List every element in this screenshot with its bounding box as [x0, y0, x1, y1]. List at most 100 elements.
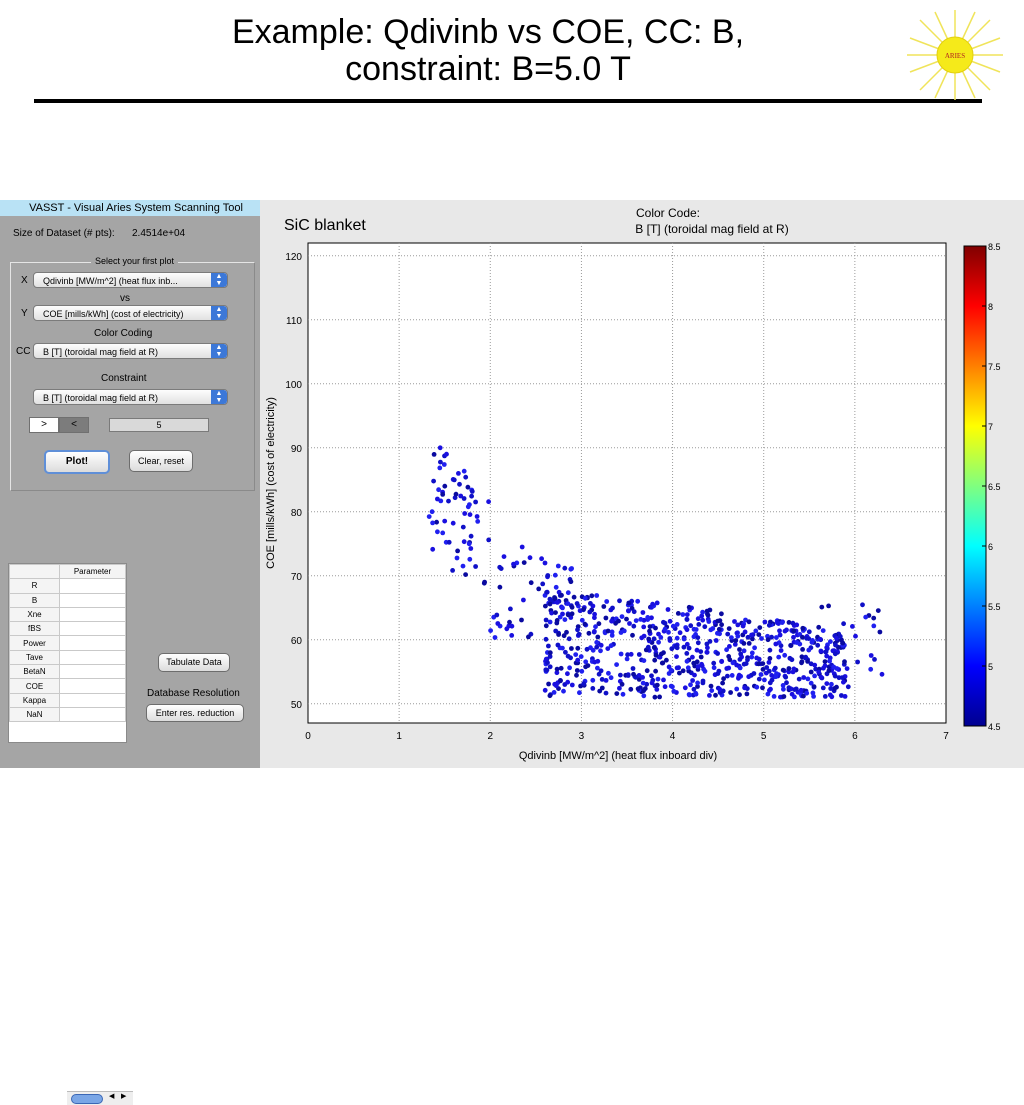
data-point	[834, 636, 839, 641]
x-tick-label: 6	[852, 731, 858, 742]
data-point	[819, 604, 825, 610]
data-point	[574, 601, 580, 606]
data-point	[601, 604, 607, 609]
data-point	[736, 675, 741, 681]
data-point	[737, 647, 742, 652]
chart-annotation: SiC blanket	[284, 217, 366, 234]
data-point	[436, 487, 441, 493]
color-code-select[interactable]: B [T] (toroidal mag field at R) ▲ ▼	[33, 343, 228, 359]
data-point	[552, 595, 557, 600]
data-point	[666, 629, 671, 635]
data-point	[749, 632, 754, 638]
colorbar-tick-label: 8	[988, 302, 993, 312]
panel-title: Select your first plot	[91, 256, 179, 266]
data-point	[606, 670, 611, 676]
data-point	[646, 636, 652, 642]
plot-button[interactable]: Plot!	[44, 450, 110, 474]
data-point	[528, 580, 534, 586]
data-point	[674, 622, 680, 627]
data-point	[546, 643, 551, 649]
data-point	[618, 651, 624, 657]
dataset-size-label: Size of Dataset (# pts):	[13, 228, 115, 239]
data-point	[662, 626, 668, 632]
scroll-thumb[interactable]	[71, 1094, 103, 1104]
data-point	[691, 686, 697, 692]
y-variable-select[interactable]: COE [mills/kWh] (cost of electricity) ▲ ▼	[33, 305, 228, 321]
scroll-left-icon[interactable]: ◀	[109, 1093, 115, 1100]
data-point	[699, 663, 705, 669]
data-point	[569, 682, 575, 688]
data-point	[877, 629, 883, 635]
tabulate-data-button[interactable]: Tabulate Data	[158, 653, 230, 672]
data-point	[732, 642, 738, 647]
data-point	[803, 655, 808, 661]
data-point	[824, 681, 830, 686]
data-point	[453, 491, 459, 497]
data-point	[738, 651, 744, 657]
data-point	[734, 686, 740, 692]
data-point	[604, 599, 610, 604]
color-code-title: Color Code:	[636, 206, 700, 220]
data-point	[816, 669, 822, 675]
data-point	[454, 555, 460, 561]
data-point	[776, 654, 782, 660]
data-point	[719, 611, 724, 617]
data-point	[808, 661, 814, 667]
data-point	[575, 645, 581, 651]
clear-reset-button[interactable]: Clear, reset	[129, 450, 193, 472]
parameter-table[interactable]: Parameter R B Xne fBS Power Tave BetaN C…	[8, 563, 133, 1105]
data-point	[700, 617, 706, 623]
data-point	[603, 615, 609, 621]
data-point	[783, 674, 789, 680]
data-point	[497, 584, 503, 590]
data-point	[543, 636, 549, 642]
data-point	[773, 641, 779, 647]
data-point	[690, 678, 695, 683]
data-point	[698, 649, 704, 654]
data-point	[828, 639, 833, 644]
less-than-toggle[interactable]: <	[59, 417, 89, 433]
data-point	[760, 661, 766, 666]
data-point	[764, 665, 770, 670]
data-point	[765, 637, 771, 643]
constraint-select[interactable]: B [T] (toroidal mag field at R) ▲ ▼	[33, 389, 228, 405]
data-point	[553, 584, 559, 590]
data-point	[626, 600, 632, 606]
data-point	[628, 651, 634, 657]
y-variable-value: COE [mills/kWh] (cost of electricity)	[43, 309, 184, 319]
data-point	[641, 658, 647, 663]
data-point	[579, 617, 585, 623]
data-point	[769, 634, 774, 640]
data-point	[488, 628, 493, 633]
data-point	[818, 674, 824, 680]
data-point	[801, 675, 807, 680]
table-scrollbar[interactable]: ◀ ▶	[67, 1091, 133, 1105]
data-point	[674, 654, 679, 659]
data-point	[822, 663, 828, 669]
y-tick-label: 120	[285, 252, 302, 263]
data-point	[754, 684, 760, 690]
data-point	[827, 658, 832, 664]
data-point	[684, 627, 690, 633]
scroll-right-icon[interactable]: ▶	[121, 1093, 127, 1100]
data-point	[553, 628, 559, 634]
data-point	[630, 632, 635, 638]
data-point	[631, 623, 637, 629]
data-point	[806, 647, 812, 653]
data-point	[746, 674, 752, 680]
enter-res-reduction-button[interactable]: Enter res. reduction	[146, 704, 244, 722]
data-point	[832, 651, 838, 657]
data-point	[715, 618, 721, 624]
constraint-value-field[interactable]: 5	[109, 418, 209, 432]
data-point	[631, 609, 637, 615]
x-variable-select[interactable]: Qdivinb [MW/m^2] (heat flux inb... ▲ ▼	[33, 272, 228, 288]
greater-than-toggle[interactable]: >	[29, 417, 59, 433]
data-point	[741, 641, 747, 646]
data-point	[429, 509, 435, 515]
data-point	[609, 618, 614, 624]
data-point	[582, 621, 588, 627]
data-point	[762, 619, 768, 625]
data-point	[789, 691, 795, 697]
data-point	[786, 666, 792, 671]
data-point	[746, 619, 752, 625]
